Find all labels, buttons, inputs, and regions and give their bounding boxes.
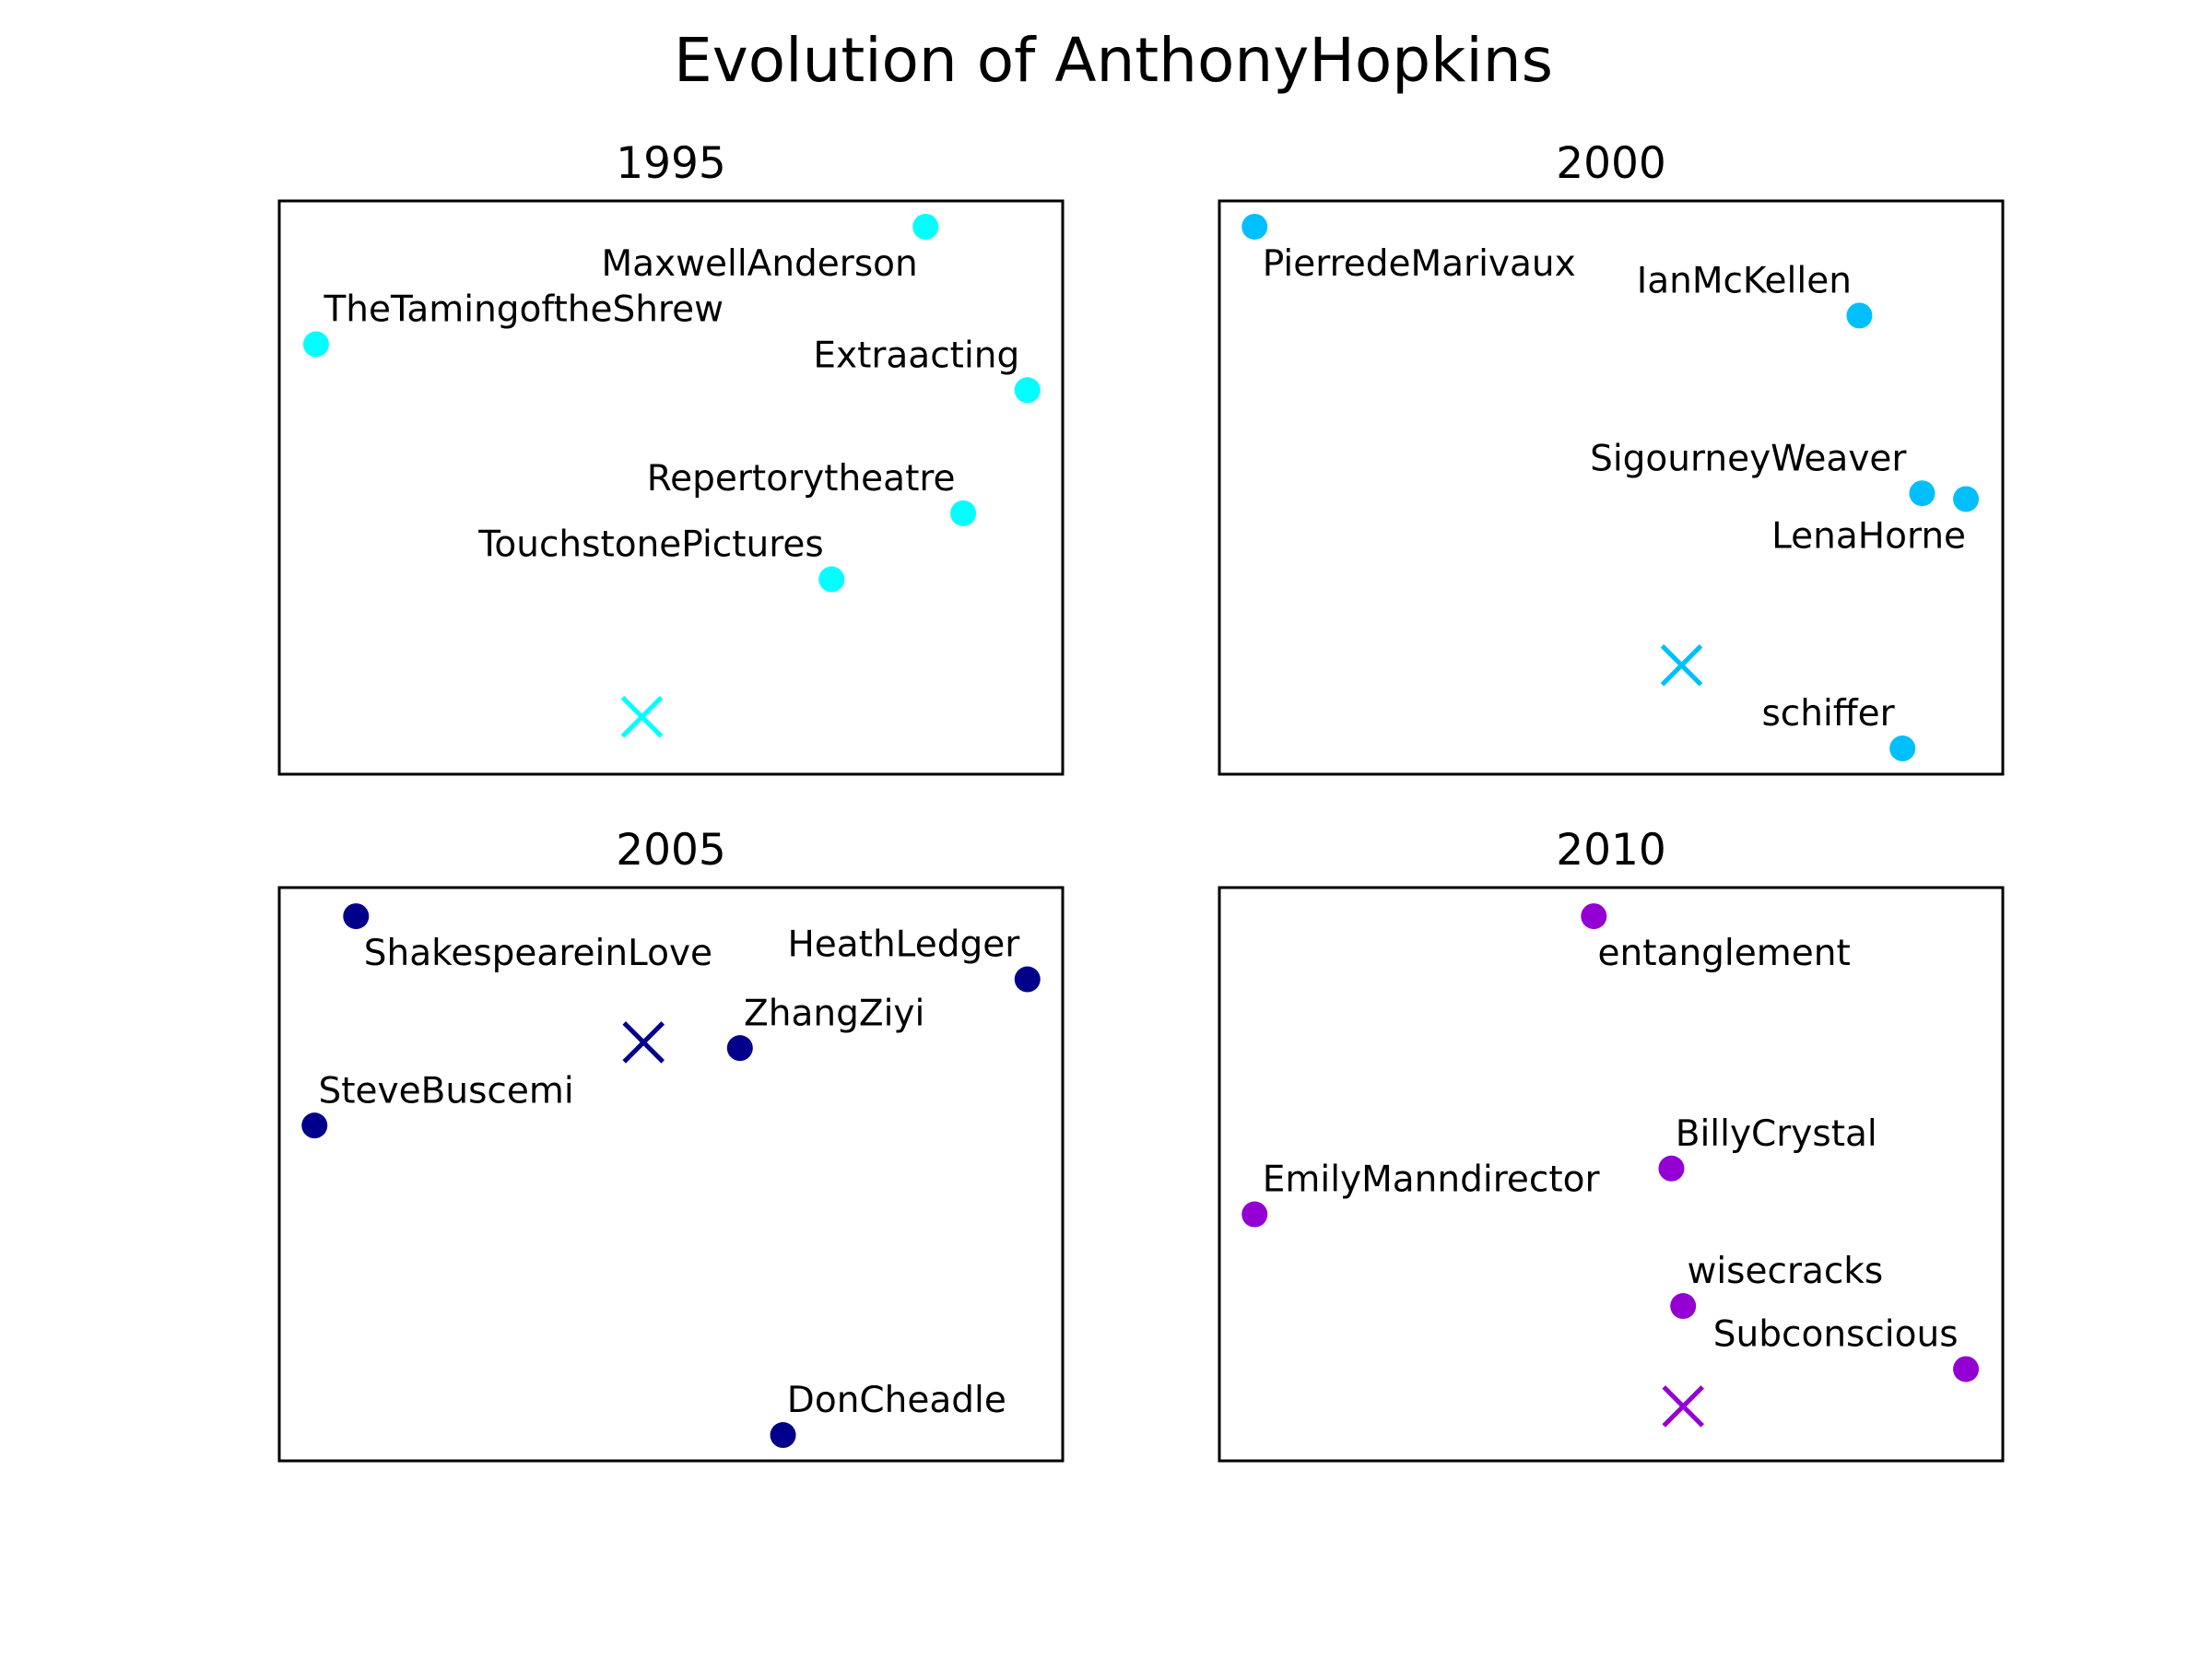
scatter-point (1889, 735, 1916, 762)
point-label: schiffer (1761, 693, 1895, 735)
scatter-point (818, 566, 845, 593)
point-label: DonCheadle (787, 1380, 1006, 1421)
point-label: HeathLedger (787, 924, 1020, 966)
scatter-point (1670, 1293, 1697, 1320)
scatter-point (1241, 1201, 1268, 1228)
point-label: LenaHorne (1771, 515, 1966, 557)
target-x-stroke (622, 1021, 665, 1064)
target-x-stroke (1660, 644, 1703, 687)
panel-frame (1218, 199, 2005, 776)
point-label: Repertorytheatre (647, 458, 956, 500)
scatter-point (1014, 966, 1041, 993)
figure-title: Evolution of AnthonyHopkins (674, 25, 1553, 96)
scatter-point (1014, 377, 1041, 404)
scatter-point (1658, 1155, 1685, 1182)
point-label: EmilyManndirector (1263, 1159, 1601, 1201)
target-x-marker (1660, 644, 1703, 687)
point-label: PierredeMarivaux (1263, 243, 1576, 285)
panel-title: 2005 (616, 825, 726, 876)
scatter-point (950, 500, 977, 526)
panel-2000: 2000 PierredeMarivaux IanMcKellen Sigourney… (1218, 138, 2005, 776)
target-x-marker (622, 1021, 665, 1064)
scatter-point (912, 213, 939, 240)
scatter-point (726, 1035, 753, 1062)
point-label: entanglement (1598, 933, 1851, 974)
point-label: Subconscious (1713, 1314, 1959, 1356)
point-label: Extraacting (813, 335, 1019, 376)
panel-title: 1995 (616, 138, 726, 189)
point-label: IanMcKellen (1637, 261, 1852, 302)
scatter-point (1953, 486, 1980, 512)
point-label: TouchstonePictures (477, 524, 824, 566)
point-label: SigourneyWeaver (1590, 438, 1907, 479)
scatter-point (1241, 213, 1268, 240)
panel-2010: 2010 entanglement BillyCrystal EmilyManndir… (1218, 825, 2005, 1463)
scatter-point (1909, 480, 1936, 507)
scatter-point (770, 1422, 796, 1449)
scatter-point (301, 1112, 328, 1139)
scatter-point (1581, 903, 1607, 930)
panel-title: 2010 (1556, 825, 1666, 876)
panel-title: 2000 (1556, 138, 1666, 189)
panel-frame (1218, 886, 2005, 1463)
panel-2005: 2005 ShakespeareinLove HeathLedger ZhangZiy… (277, 825, 1065, 1463)
target-x-marker (1662, 1385, 1704, 1428)
scatter-point (343, 903, 370, 930)
scatter-point (1953, 1356, 1980, 1382)
point-label: wisecracks (1687, 1251, 1883, 1292)
target-x-stroke (620, 696, 664, 738)
point-label: MaxwellAnderson (601, 243, 917, 285)
point-label: ShakespeareinLove (364, 933, 712, 974)
panel-frame (277, 886, 1065, 1463)
panel-frame (277, 199, 1065, 776)
point-label: BillyCrystal (1676, 1113, 1877, 1155)
scatter-point (1846, 302, 1873, 329)
scatter-point (302, 331, 329, 358)
point-label: SteveBuscemi (319, 1070, 574, 1112)
point-label: TheTamingoftheShrew (323, 289, 724, 331)
target-x-stroke (1662, 1385, 1704, 1428)
point-label: ZhangZiyi (744, 993, 924, 1034)
target-x-marker (620, 696, 664, 738)
